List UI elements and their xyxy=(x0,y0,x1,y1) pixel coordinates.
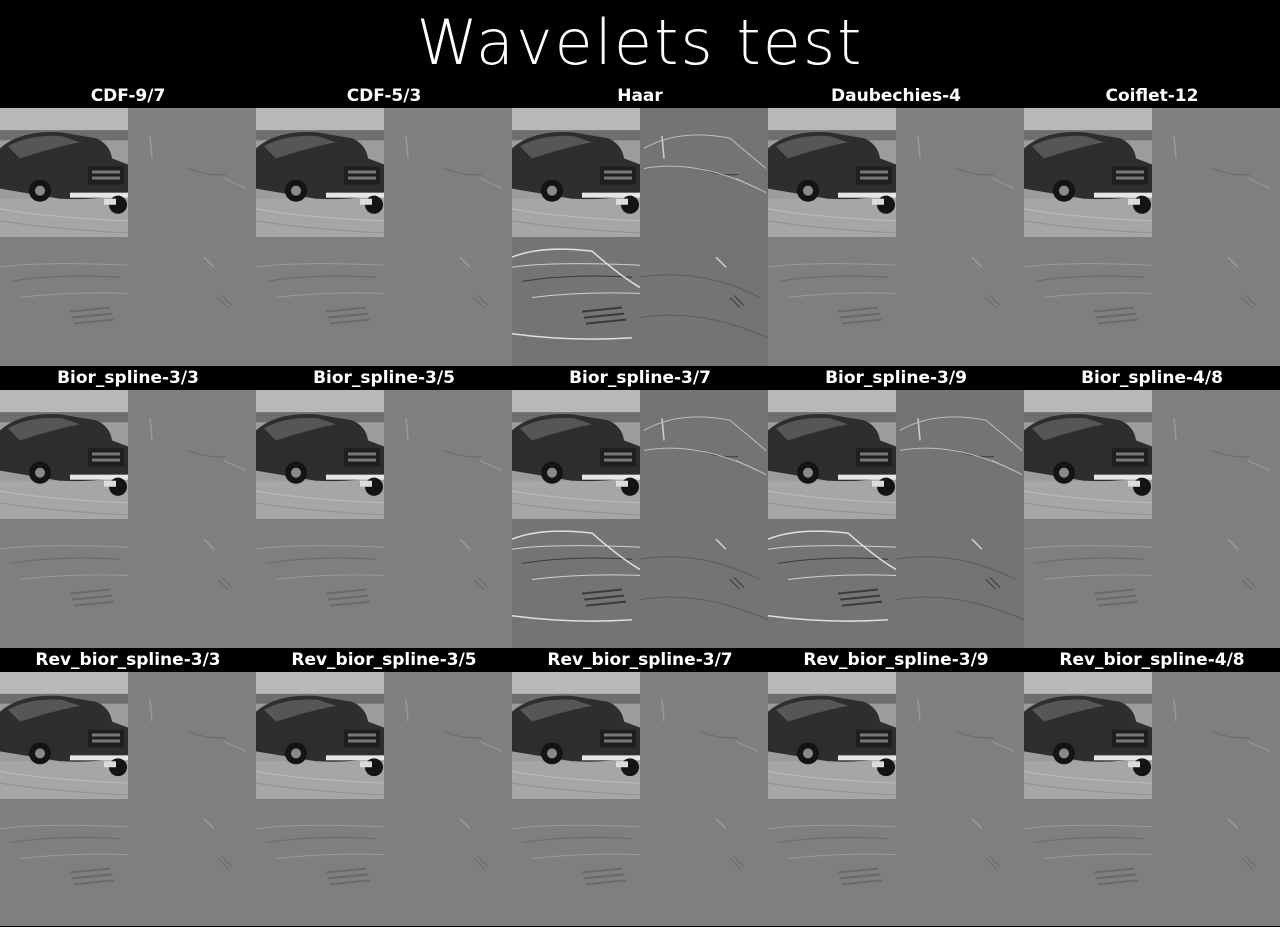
vertical-detail-subband xyxy=(256,237,384,366)
horizontal-detail-subband xyxy=(896,672,1024,799)
vertical-detail-subband xyxy=(0,799,128,926)
wavelet-name-label: Rev_bior_spline-3/3 xyxy=(35,650,221,670)
wavelet-name-label: Bior_spline-3/3 xyxy=(57,368,199,388)
approximation-subband xyxy=(1024,390,1152,519)
diagonal-detail-subband xyxy=(1152,799,1280,926)
approximation-subband xyxy=(256,672,384,799)
diagonal-detail-subband xyxy=(128,519,256,648)
wavelet-name-label: Coiflet-12 xyxy=(1105,86,1199,106)
horizontal-detail-subband xyxy=(128,108,256,237)
horizontal-detail-subband xyxy=(384,672,512,799)
vertical-detail-subband xyxy=(1024,237,1152,366)
approximation-subband xyxy=(256,390,384,519)
wavelet-name-label: Rev_bior_spline-3/9 xyxy=(803,650,989,670)
wavelet-name-label: CDF-9/7 xyxy=(90,86,166,106)
approximation-subband xyxy=(768,390,896,519)
horizontal-detail-subband xyxy=(640,390,768,519)
approximation-subband xyxy=(512,390,640,519)
row-label-band xyxy=(0,366,1280,390)
wavelet-name-label: Bior_spline-3/9 xyxy=(825,368,967,388)
diagonal-detail-subband xyxy=(384,799,512,926)
wavelet-name-label: Bior_spline-3/7 xyxy=(569,368,711,388)
diagonal-detail-subband xyxy=(1152,519,1280,648)
diagonal-detail-subband xyxy=(896,237,1024,366)
vertical-detail-subband xyxy=(0,519,128,648)
diagonal-detail-subband xyxy=(640,799,768,926)
horizontal-detail-subband xyxy=(128,672,256,799)
row-label-band xyxy=(0,84,1280,108)
vertical-detail-subband xyxy=(256,519,384,648)
vertical-detail-subband xyxy=(512,237,640,366)
horizontal-detail-subband xyxy=(1152,390,1280,519)
vertical-detail-subband xyxy=(512,799,640,926)
diagonal-detail-subband xyxy=(384,519,512,648)
approximation-subband xyxy=(0,108,128,237)
approximation-subband xyxy=(1024,108,1152,237)
approximation-subband xyxy=(0,672,128,799)
horizontal-detail-subband xyxy=(1152,108,1280,237)
wavelet-name-label: Bior_spline-3/5 xyxy=(313,368,455,388)
horizontal-detail-subband xyxy=(896,390,1024,519)
vertical-detail-subband xyxy=(768,237,896,366)
page-title: Wavelets test xyxy=(416,6,864,79)
horizontal-detail-subband xyxy=(640,108,768,237)
approximation-subband xyxy=(1024,672,1152,799)
horizontal-detail-subband xyxy=(128,390,256,519)
approximation-subband xyxy=(256,108,384,237)
horizontal-detail-subband xyxy=(640,672,768,799)
wavelet-name-label: Rev_bior_spline-3/7 xyxy=(547,650,733,670)
wavelet-name-label: Bior_spline-4/8 xyxy=(1081,368,1223,388)
approximation-subband xyxy=(512,108,640,237)
approximation-subband xyxy=(768,672,896,799)
horizontal-detail-subband xyxy=(384,108,512,237)
row-label-band xyxy=(0,648,1280,672)
diagonal-detail-subband xyxy=(384,237,512,366)
approximation-subband xyxy=(768,108,896,237)
diagonal-detail-subband xyxy=(896,519,1024,648)
vertical-detail-subband xyxy=(1024,799,1152,926)
approximation-subband xyxy=(512,672,640,799)
horizontal-detail-subband xyxy=(896,108,1024,237)
vertical-detail-subband xyxy=(768,799,896,926)
approximation-subband xyxy=(0,390,128,519)
diagonal-detail-subband xyxy=(128,799,256,926)
diagonal-detail-subband xyxy=(128,237,256,366)
wavelet-name-label: Daubechies-4 xyxy=(831,86,961,106)
diagonal-detail-subband xyxy=(1152,237,1280,366)
diagonal-detail-subband xyxy=(640,237,768,366)
diagonal-detail-subband xyxy=(640,519,768,648)
wavelet-name-label: Haar xyxy=(617,86,663,106)
vertical-detail-subband xyxy=(768,519,896,648)
wavelet-name-label: Rev_bior_spline-3/5 xyxy=(291,650,477,670)
vertical-detail-subband xyxy=(512,519,640,648)
horizontal-detail-subband xyxy=(384,390,512,519)
vertical-detail-subband xyxy=(1024,519,1152,648)
horizontal-detail-subband xyxy=(1152,672,1280,799)
wavelet-name-label: CDF-5/3 xyxy=(346,86,422,106)
vertical-detail-subband xyxy=(0,237,128,366)
wavelet-name-label: Rev_bior_spline-4/8 xyxy=(1059,650,1245,670)
vertical-detail-subband xyxy=(256,799,384,926)
diagonal-detail-subband xyxy=(896,799,1024,926)
